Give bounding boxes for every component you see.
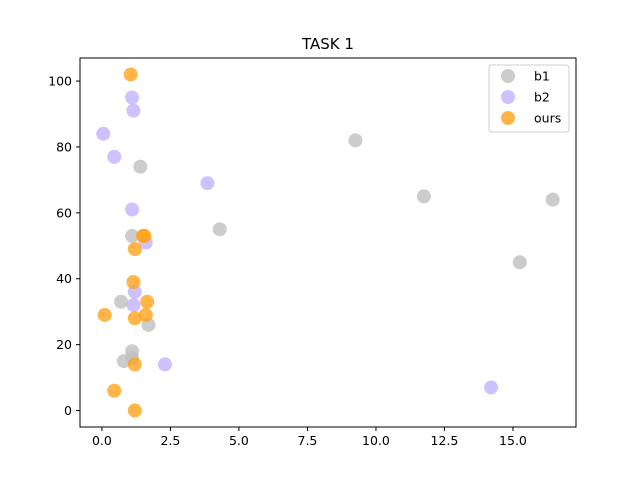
x-tick-label: 2.5 (160, 433, 180, 448)
point-b1-0 (348, 133, 363, 148)
point-ours-11 (127, 403, 142, 418)
point-b1-6 (125, 228, 140, 243)
x-tick-label: 12.5 (431, 433, 459, 448)
x-axis: 0.0 2.5 5.0 7.5 10.0 12.5 15.0 (92, 427, 527, 448)
point-b2-9 (157, 357, 172, 372)
point-ours-3 (127, 242, 142, 257)
point-b1-4 (212, 222, 227, 237)
y-tick-label: 0 (64, 403, 72, 418)
y-tick-label: 40 (56, 271, 72, 286)
point-ours-9 (127, 357, 142, 372)
plot-frame (79, 57, 577, 428)
point-b2-0 (125, 90, 140, 105)
point-b1-5 (512, 255, 527, 270)
x-tick-label: 15.0 (499, 433, 527, 448)
y-tick-label: 20 (56, 337, 72, 352)
legend-label-b1: b1 (534, 69, 550, 84)
x-tick-label: 5.0 (229, 433, 249, 448)
point-b2-3 (107, 149, 122, 164)
point-b1-2 (545, 192, 560, 207)
y-tick-label: 60 (56, 205, 72, 220)
y-axis: 0 20 40 60 80 100 (48, 74, 80, 418)
point-ours-5 (140, 294, 155, 309)
point-b2-1 (126, 103, 141, 118)
data-points (96, 67, 560, 418)
point-b2-4 (200, 176, 215, 191)
x-tick-label: 0.0 (92, 433, 112, 448)
y-tick-label: 80 (56, 139, 72, 154)
legend-marker-b1 (501, 69, 515, 83)
chart-title: TASK 1 (301, 35, 354, 53)
point-b2-10 (484, 380, 499, 395)
point-ours-8 (127, 311, 142, 326)
x-tick-label: 10.0 (362, 433, 390, 448)
legend-marker-ours (501, 111, 515, 125)
legend-label-b2: b2 (534, 90, 550, 105)
point-b1-7 (114, 294, 129, 309)
point-b1-3 (133, 159, 148, 174)
point-ours-7 (138, 307, 153, 322)
point-b2-5 (125, 202, 140, 217)
y-tick-label: 100 (48, 74, 72, 89)
point-ours-6 (97, 307, 112, 322)
point-ours-4 (126, 275, 141, 290)
point-b1-1 (416, 189, 431, 204)
point-ours-10 (107, 383, 122, 398)
legend-label-ours: ours (534, 111, 561, 126)
legend: b1 b2 ours (488, 64, 570, 133)
legend-marker-b2 (501, 90, 515, 104)
point-b2-8 (126, 298, 141, 313)
point-b2-2 (96, 126, 111, 141)
point-ours-2 (137, 228, 152, 243)
point-ours-0 (123, 67, 138, 82)
x-tick-label: 7.5 (298, 433, 318, 448)
